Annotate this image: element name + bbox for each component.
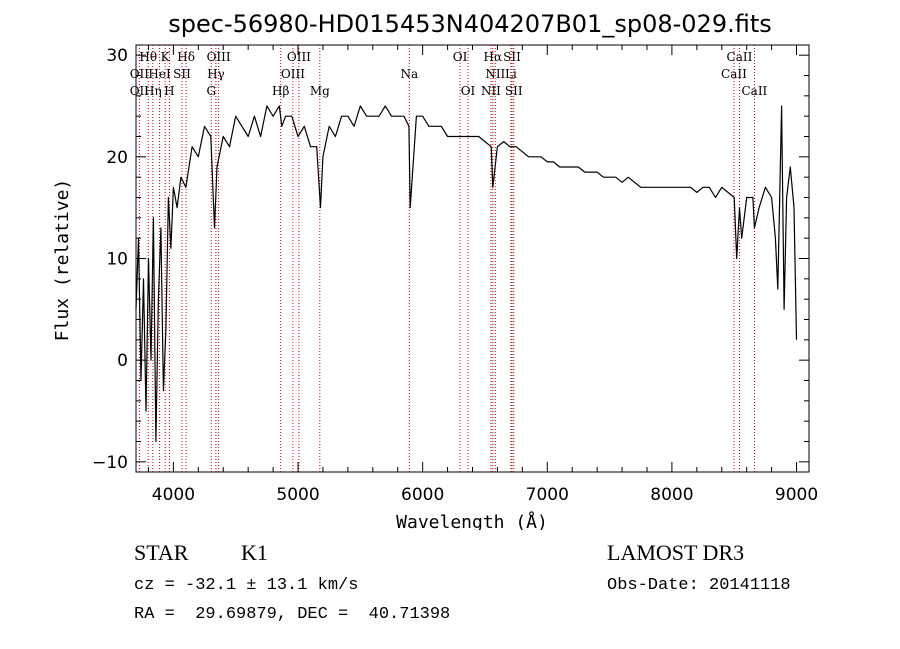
redshift-readout: cz = -32.1 ± 13.1 km/s	[134, 576, 359, 595]
line-label: CaII	[741, 84, 767, 98]
line-label: OIII	[281, 67, 305, 81]
x-tick-label: 4000	[152, 485, 195, 505]
obs-date: Obs-Date: 20141118	[607, 576, 791, 595]
x-axis: 4000 5000 6000 7000 8000 9000	[147, 45, 818, 505]
x-tick-label: 9000	[775, 485, 818, 505]
y-tick-label: −10	[92, 453, 128, 473]
spectrum-chart: spec-56980-HD015453N404207B01_sp08-029.f…	[52, 10, 818, 530]
spectral-line-markers	[138, 45, 755, 472]
line-label: Mg	[310, 84, 330, 98]
line-label: CaII	[727, 50, 753, 64]
line-label: Hθ	[139, 50, 157, 64]
line-label: OI	[453, 50, 468, 64]
x-axis-label: Wavelength (Å)	[396, 511, 548, 530]
line-label: Hα	[484, 50, 503, 64]
line-label: Hδ	[177, 50, 195, 64]
y-tick-label: 0	[117, 351, 128, 371]
line-label: Na	[400, 67, 418, 81]
y-tick-label: 30	[106, 46, 128, 66]
line-label: HeI	[148, 67, 171, 81]
line-label: CaII	[721, 67, 747, 81]
line-label: NII	[481, 84, 501, 98]
line-label: G	[206, 84, 216, 98]
line-label: Hη	[144, 84, 162, 98]
plot-frame	[135, 44, 810, 473]
y-tick-label: 10	[106, 250, 128, 270]
x-tick-label: 8000	[650, 485, 693, 505]
object-subclass: K1	[241, 540, 268, 565]
line-label: SII	[173, 67, 191, 81]
line-label: OII	[130, 84, 150, 98]
x-tick-label: 5000	[276, 485, 319, 505]
line-label: OIII	[287, 50, 311, 64]
survey-name: LAMOST DR3	[607, 540, 745, 565]
object-type: STAR	[134, 540, 189, 565]
y-axis: −10 0 10 20 30	[92, 46, 809, 473]
line-label: Li	[505, 67, 517, 81]
y-tick-label: 20	[106, 148, 128, 168]
x-tick-label: 6000	[401, 485, 444, 505]
line-label: SII	[505, 84, 523, 98]
line-label: Hβ	[272, 84, 289, 98]
line-label: K	[161, 50, 171, 64]
x-tick-label: 7000	[526, 485, 569, 505]
line-label: OIII	[207, 50, 231, 64]
spectrum-line	[135, 105, 798, 443]
line-label: SII	[503, 50, 521, 64]
y-axis-label: Flux (relative)	[52, 179, 73, 342]
spectrum-series	[135, 105, 798, 443]
line-label: OI	[461, 84, 476, 98]
line-label: NII	[485, 67, 505, 81]
line-label: H	[164, 84, 174, 98]
coordinates: RA = 29.69879, DEC = 40.71398	[134, 605, 451, 624]
line-label: OII	[130, 67, 150, 81]
line-label: Hγ	[207, 67, 225, 81]
chart-title: spec-56980-HD015453N404207B01_sp08-029.f…	[168, 10, 772, 38]
